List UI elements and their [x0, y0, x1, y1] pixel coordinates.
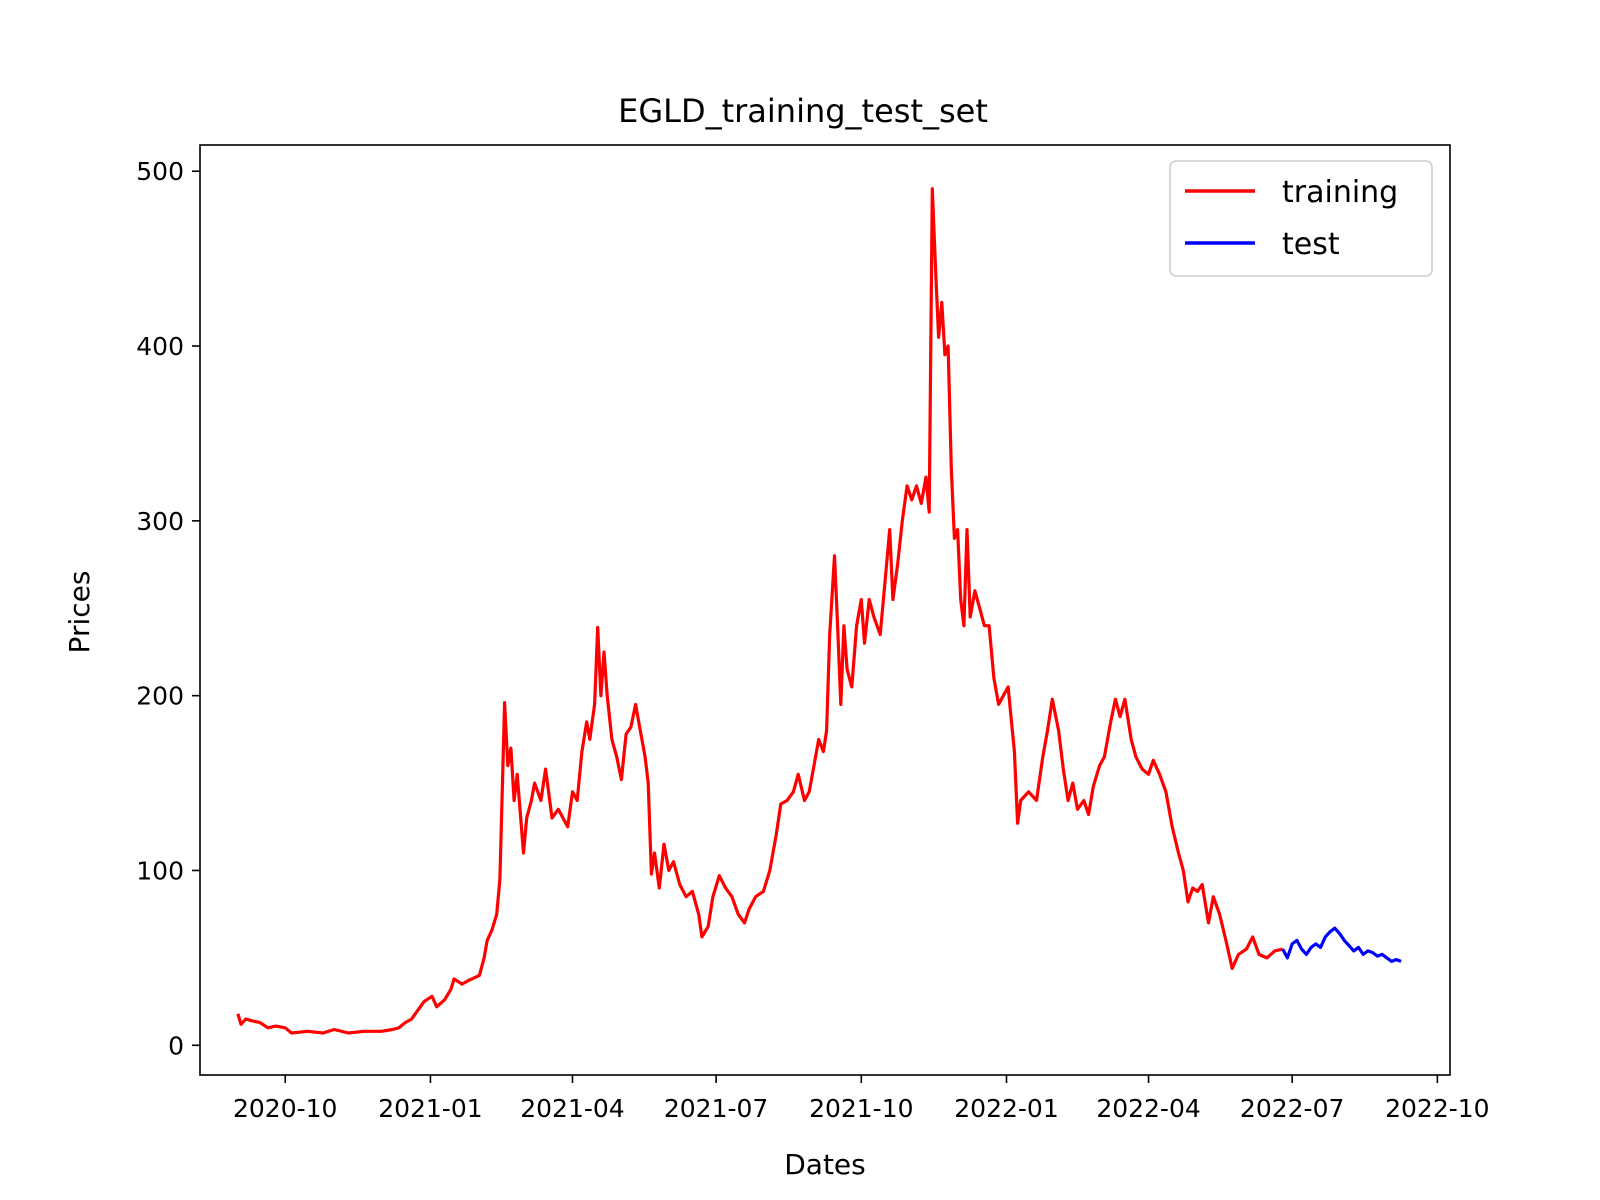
y-tick-label: 100	[136, 856, 184, 885]
plot-area	[199, 144, 1451, 1076]
x-tick-label: 2022-04	[1096, 1094, 1200, 1123]
series-training-line	[236, 187, 1284, 1035]
x-tick-label: 2022-07	[1240, 1094, 1344, 1123]
legend: training test	[1169, 160, 1433, 277]
chart-title: EGLD_training_test_set	[618, 92, 988, 130]
y-axis: 0 100 200 300 400 500	[136, 157, 200, 1060]
x-axis: 2020-10 2021-01 2021-04 2021-07 2021-10 2022-…	[233, 1075, 1490, 1123]
series-layer	[236, 187, 1402, 1035]
x-axis-label: Dates	[784, 1148, 866, 1181]
x-tick-label: 2020-10	[233, 1094, 337, 1123]
y-tick-label: 300	[136, 507, 184, 536]
legend-training-label: training	[1282, 175, 1398, 210]
y-axis-label: Prices	[63, 571, 96, 654]
x-tick-label: 2022-01	[954, 1094, 1058, 1123]
y-tick-label: 500	[136, 157, 184, 186]
x-tick-label: 2021-10	[809, 1094, 913, 1123]
x-tick-label: 2021-01	[378, 1094, 482, 1123]
legend-test-label: test	[1282, 227, 1340, 262]
series-test-line	[1281, 926, 1402, 964]
y-tick-label: 200	[136, 682, 184, 711]
y-tick-label: 400	[136, 332, 184, 361]
x-tick-label: 2021-04	[520, 1094, 624, 1123]
x-tick-label: 2021-07	[664, 1094, 768, 1123]
y-tick-label: 0	[168, 1031, 184, 1060]
x-tick-label: 2022-10	[1385, 1094, 1489, 1123]
